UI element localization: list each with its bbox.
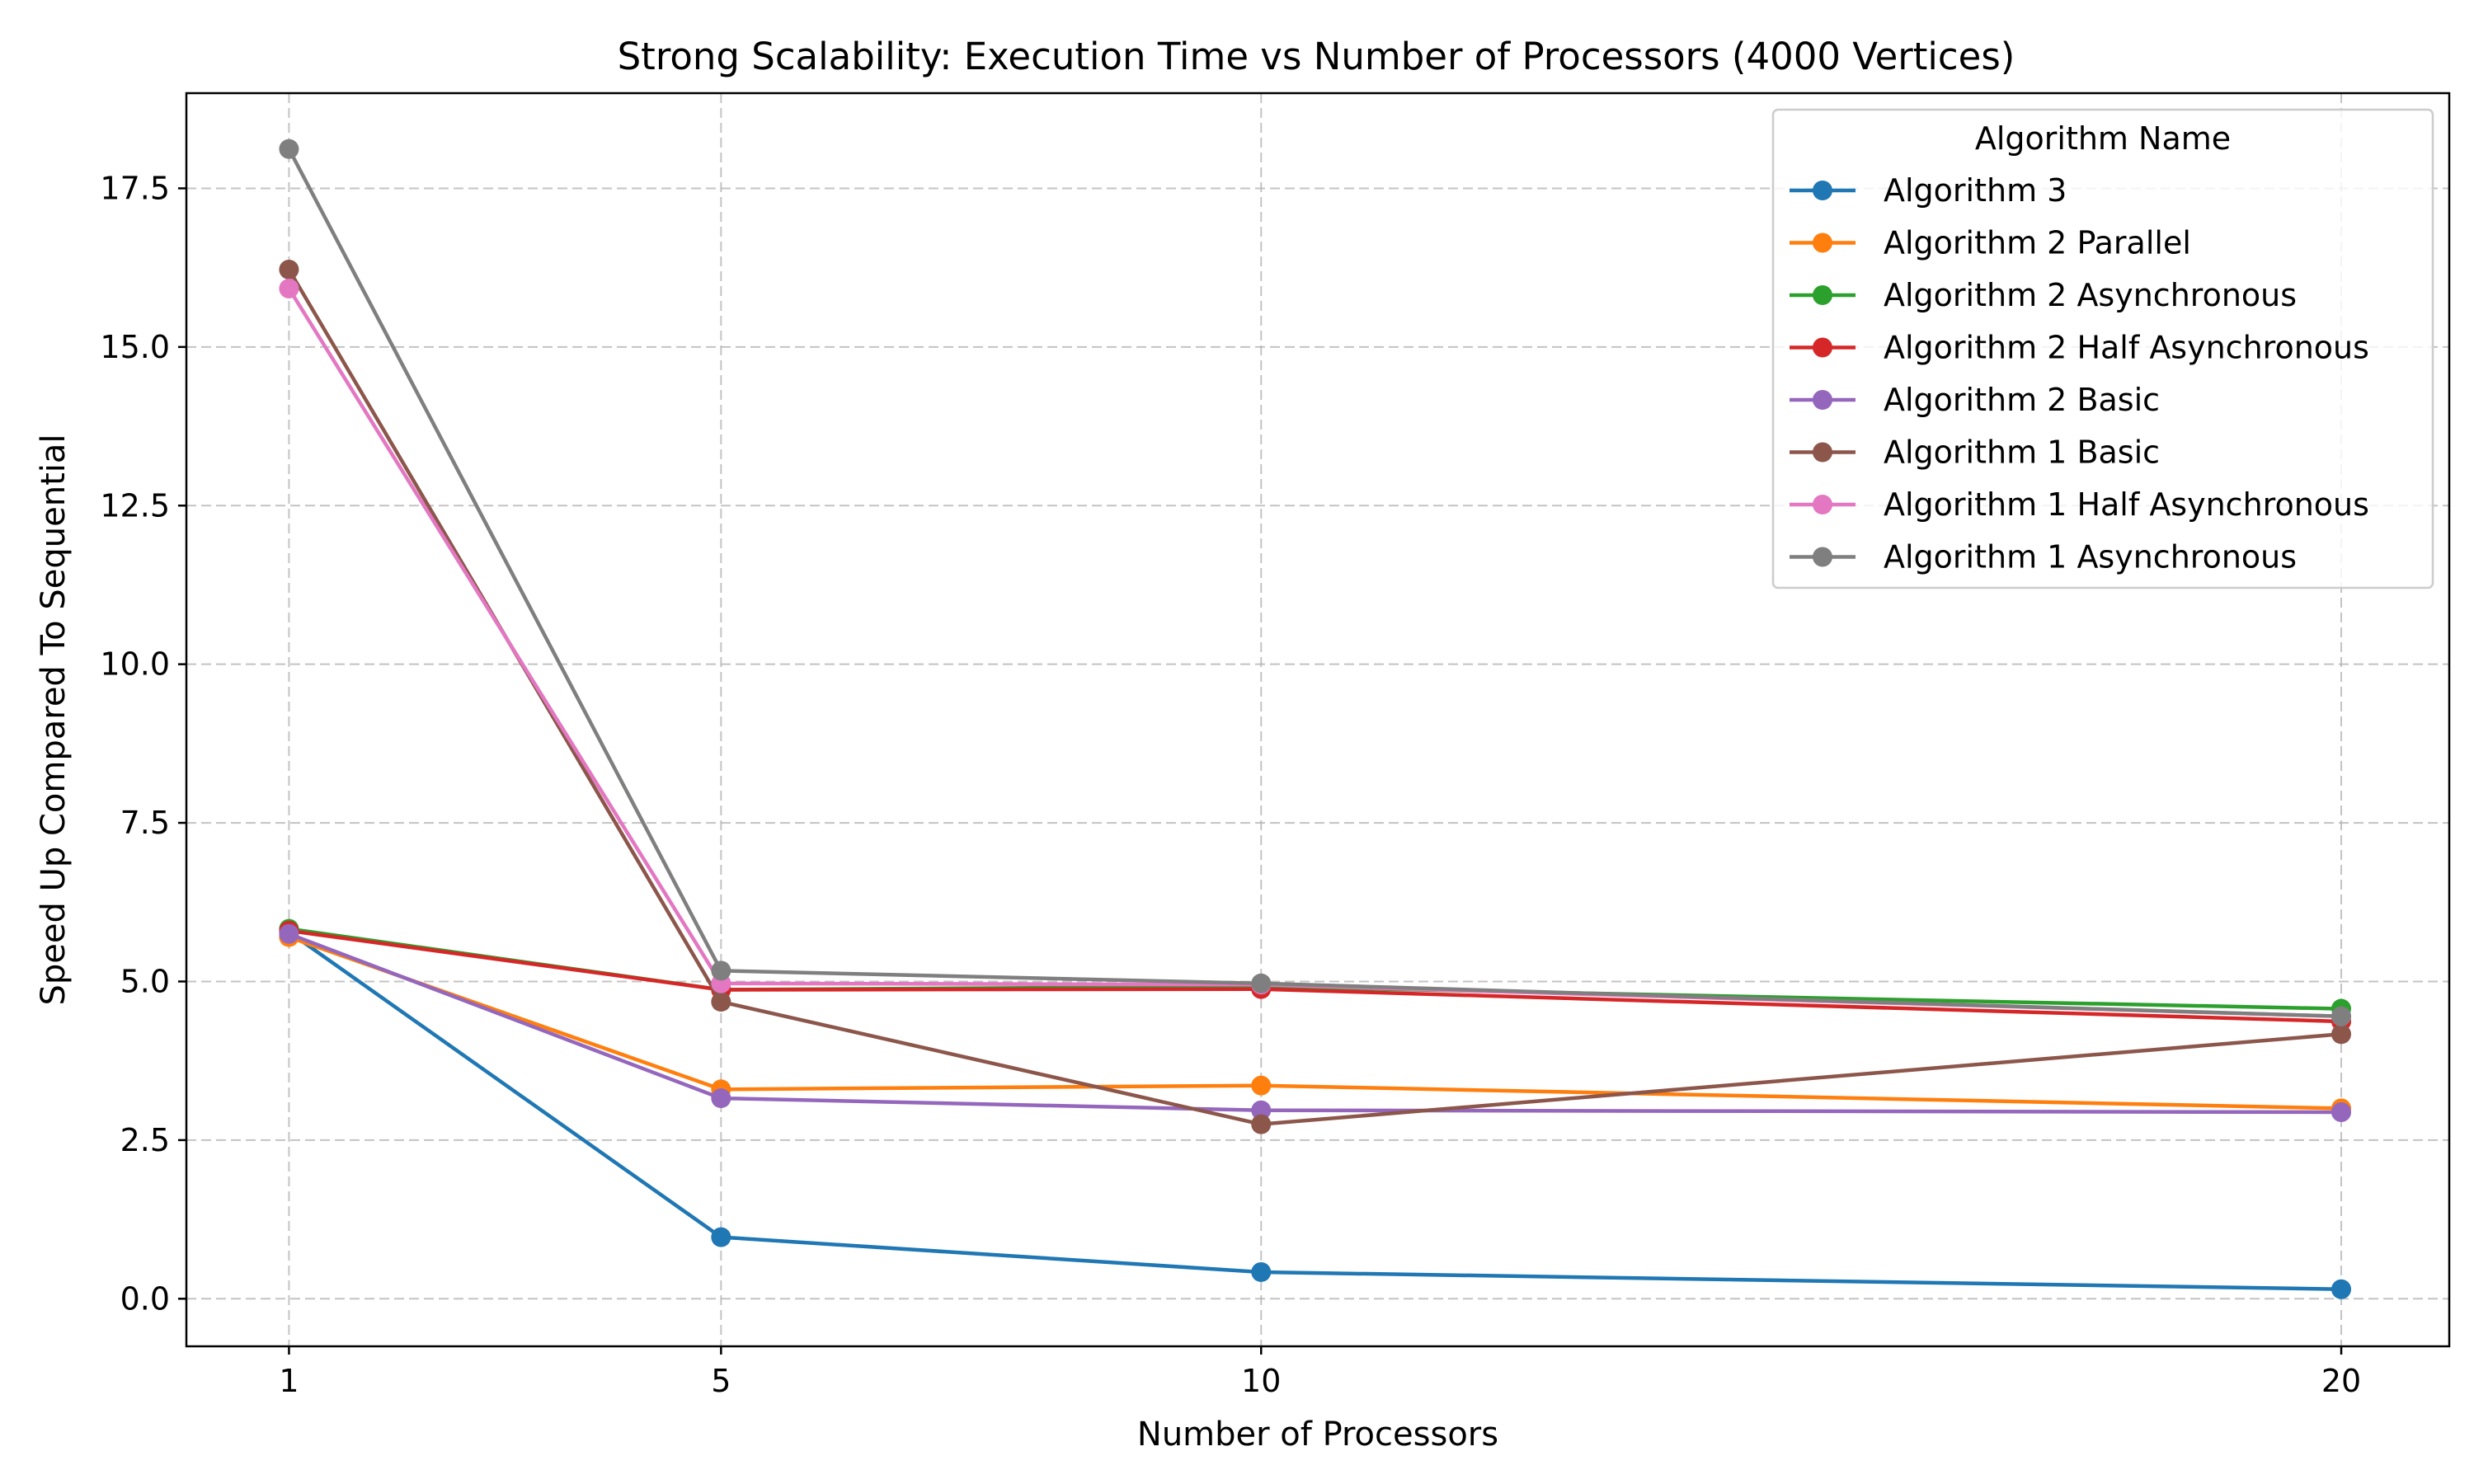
y-tick-label: 2.5 — [120, 1122, 170, 1158]
x-axis: 1 5 10 20 — [279, 1346, 2361, 1399]
data-point — [279, 923, 299, 944]
y-axis: 0.0 2.5 5.0 7.5 10.0 12.5 15.0 17.5 — [100, 170, 186, 1317]
data-point — [2331, 1024, 2352, 1045]
data-point — [1251, 1100, 1272, 1120]
data-point — [279, 259, 299, 279]
legend-marker — [1813, 181, 1832, 200]
legend-marker — [1813, 232, 1832, 253]
y-tick-label: 17.5 — [100, 170, 170, 206]
data-point — [279, 139, 299, 159]
x-tick-label: 1 — [279, 1363, 299, 1399]
legend-label: Algorithm 2 Parallel — [1884, 225, 2191, 261]
legend-title: Algorithm Name — [1975, 120, 2231, 157]
legend-label: Algorithm 2 Asynchronous — [1884, 277, 2297, 313]
legend-item: Algorithm 2 Basic — [1790, 382, 2160, 418]
y-tick-label: 15.0 — [100, 329, 170, 365]
x-tick-label: 10 — [1241, 1363, 1281, 1399]
legend-item: Algorithm 2 Half Asynchronous — [1790, 330, 2369, 366]
y-tick-label: 10.0 — [100, 646, 170, 683]
legend-label: Algorithm 3 — [1884, 172, 2067, 209]
legend: Algorithm Name Algorithm 3 Algorithm 2 Pa… — [1771, 108, 2434, 589]
y-tick-label: 7.5 — [120, 805, 170, 841]
legend-label: Algorithm 1 Asynchronous — [1884, 539, 2297, 575]
legend-marker — [1813, 442, 1832, 463]
y-tick-label: 12.5 — [100, 487, 170, 524]
legend-item: Algorithm 1 Half Asynchronous — [1790, 486, 2369, 523]
series-line — [289, 928, 2342, 1024]
legend-item: Algorithm 3 — [1790, 172, 2067, 209]
chart-title: Strong Scalability: Execution Time vs Nu… — [618, 35, 2015, 78]
y-tick-label: 0.0 — [120, 1280, 170, 1317]
x-tick-label: 20 — [2321, 1363, 2361, 1399]
data-point — [711, 992, 731, 1012]
x-axis-label: Number of Processors — [1137, 1416, 1498, 1453]
legend-label: Algorithm 2 Half Asynchronous — [1884, 330, 2369, 366]
legend-label: Algorithm 2 Basic — [1884, 382, 2160, 418]
series-4 — [279, 923, 2352, 1123]
legend-item: Algorithm 2 Asynchronous — [1790, 277, 2297, 313]
series-layer — [279, 139, 2352, 1299]
legend-item: Algorithm 1 Asynchronous — [1790, 539, 2297, 575]
x-tick-label: 5 — [711, 1363, 731, 1399]
data-point — [2331, 1279, 2352, 1299]
legend-label: Algorithm 1 Basic — [1884, 434, 2160, 471]
y-tick-label: 5.0 — [120, 963, 170, 999]
data-point — [1251, 1075, 1272, 1096]
grid — [186, 93, 2449, 1346]
series-line — [287, 148, 2342, 1019]
legend-marker — [1813, 495, 1832, 514]
data-point — [711, 1088, 731, 1109]
legend-items: Algorithm 3 Algorithm 2 Parallel Algorithm… — [1790, 172, 2369, 575]
legend-marker — [1813, 337, 1832, 358]
data-point — [1251, 1114, 1272, 1134]
legend-item: Algorithm 1 Basic — [1790, 434, 2160, 471]
legend-label: Algorithm 1 Half Asynchronous — [1884, 486, 2369, 523]
legend-marker — [1813, 285, 1832, 305]
legend-marker — [1813, 390, 1832, 410]
y-axis-label: Speed Up Compared To Sequential — [35, 434, 73, 1006]
data-point — [279, 279, 299, 299]
data-point — [711, 960, 731, 981]
legend-box — [1771, 108, 2434, 589]
data-point — [2331, 1102, 2352, 1123]
series-line — [288, 932, 2342, 1115]
data-point — [2331, 1006, 2352, 1026]
series-7 — [279, 139, 2352, 1026]
series-line — [288, 930, 2342, 1291]
legend-item: Algorithm 2 Parallel — [1790, 225, 2191, 261]
series-line — [288, 935, 2342, 1111]
plot-frame — [185, 92, 2451, 1348]
data-point — [1251, 1261, 1272, 1282]
data-point — [1251, 973, 1272, 993]
legend-marker — [1813, 547, 1832, 567]
data-point — [711, 1227, 731, 1247]
